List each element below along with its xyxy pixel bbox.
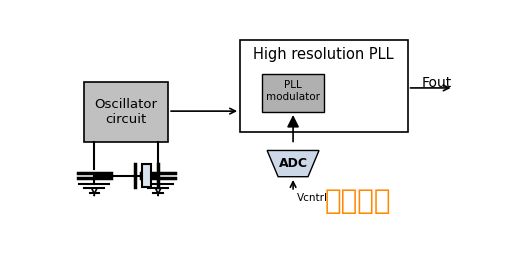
Bar [84,82,168,143]
Text: ADC: ADC [279,157,307,170]
Text: Oscillator
circuit: Oscillator circuit [95,98,158,126]
Text: PLL
modulator: PLL modulator [266,80,320,102]
Bar [142,164,150,187]
Text: Vcntrl: Vcntrl [297,193,328,203]
Bar [262,74,324,112]
Bar [240,40,408,132]
Polygon shape [267,150,319,177]
Text: High resolution PLL: High resolution PLL [253,47,394,62]
Text: Fout: Fout [422,76,452,90]
Text: 统一电子: 统一电子 [324,187,391,215]
